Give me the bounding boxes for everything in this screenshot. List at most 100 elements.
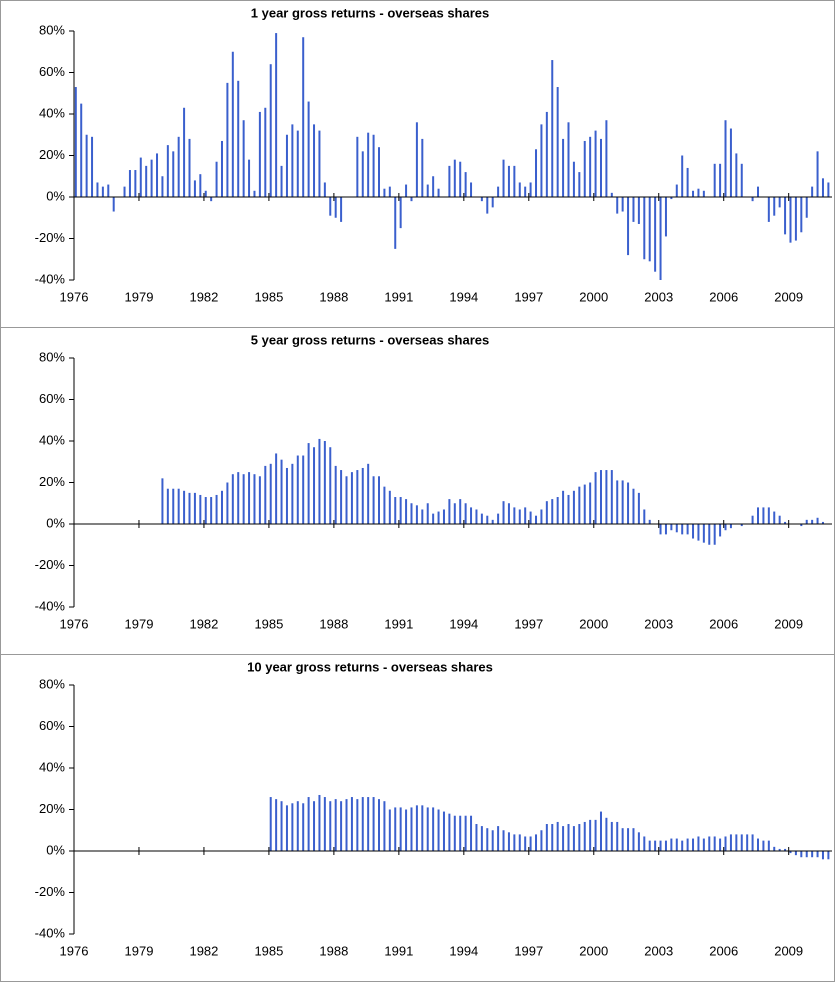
bar <box>264 466 266 524</box>
bar <box>140 158 142 197</box>
bar <box>508 832 510 851</box>
x-tick-label: 2000 <box>579 289 608 304</box>
bar <box>124 187 126 197</box>
bar <box>194 180 196 197</box>
bar <box>649 197 651 261</box>
bar <box>210 197 212 201</box>
bar <box>183 108 185 197</box>
bar <box>665 197 667 236</box>
bar <box>448 166 450 197</box>
bar <box>318 439 320 524</box>
bar <box>335 466 337 524</box>
bar <box>416 505 418 524</box>
bar <box>248 472 250 524</box>
bar <box>237 81 239 197</box>
bar <box>513 507 515 524</box>
bar <box>373 135 375 197</box>
bar <box>530 182 532 197</box>
bar <box>259 112 261 197</box>
bar <box>649 841 651 851</box>
bar <box>627 197 629 255</box>
bar <box>708 524 710 545</box>
bar <box>178 489 180 524</box>
bar <box>595 472 597 524</box>
bar <box>167 489 169 524</box>
y-tick-label: 80% <box>39 676 65 691</box>
bar <box>151 160 153 197</box>
x-tick-label: 1988 <box>319 289 348 304</box>
bar <box>383 189 385 197</box>
bar <box>605 120 607 197</box>
bar <box>178 137 180 197</box>
bar <box>643 836 645 851</box>
bar <box>562 491 564 524</box>
bar <box>75 87 77 197</box>
x-tick-label: 1991 <box>384 616 413 631</box>
bar <box>817 518 819 524</box>
bar <box>275 799 277 851</box>
x-tick-label: 1979 <box>125 616 154 631</box>
bar <box>524 507 526 524</box>
bar <box>681 524 683 534</box>
y-tick-label: 0% <box>46 842 65 857</box>
bar <box>210 497 212 524</box>
x-tick-label: 1976 <box>60 616 89 631</box>
bar <box>243 474 245 524</box>
x-tick-label: 2000 <box>579 943 608 958</box>
bar <box>822 851 824 859</box>
bar <box>189 139 191 197</box>
x-tick-label: 1982 <box>189 616 218 631</box>
bar <box>448 814 450 851</box>
bar <box>394 497 396 524</box>
bar <box>551 60 553 197</box>
bar <box>221 141 223 197</box>
bar <box>362 468 364 524</box>
x-tick-label: 1988 <box>319 943 348 958</box>
bar <box>107 185 109 197</box>
bar <box>670 524 672 530</box>
bar <box>492 197 494 207</box>
bar <box>622 480 624 524</box>
bar <box>827 851 829 859</box>
bar <box>584 485 586 524</box>
bar <box>535 516 537 524</box>
bar <box>789 197 791 243</box>
bar <box>96 182 98 197</box>
bar <box>643 197 645 259</box>
x-tick-label: 2006 <box>709 616 738 631</box>
y-tick-label: 40% <box>39 432 65 447</box>
bar <box>475 509 477 524</box>
bar <box>367 797 369 851</box>
bar <box>302 803 304 851</box>
bar <box>427 503 429 524</box>
y-tick-label: 0% <box>46 188 65 203</box>
bar <box>232 474 234 524</box>
bar <box>714 524 716 545</box>
bar <box>362 797 364 851</box>
bar <box>638 493 640 524</box>
bar <box>632 489 634 524</box>
bar <box>156 153 158 197</box>
bar <box>113 197 115 212</box>
bar <box>410 807 412 851</box>
y-tick-label: 60% <box>39 64 65 79</box>
y-tick-label: -40% <box>35 925 66 940</box>
y-tick-label: -20% <box>35 230 66 245</box>
bar <box>503 160 505 197</box>
bar <box>318 131 320 197</box>
bar <box>389 187 391 197</box>
bar <box>351 797 353 851</box>
bar <box>275 453 277 524</box>
bar <box>681 841 683 851</box>
bar <box>676 839 678 851</box>
bar <box>427 807 429 851</box>
bar <box>329 197 331 216</box>
bar <box>400 807 402 851</box>
bar <box>530 836 532 851</box>
bar <box>308 102 310 197</box>
x-tick-label: 1994 <box>449 943 478 958</box>
bar <box>627 483 629 525</box>
bar <box>508 503 510 524</box>
bar <box>378 147 380 197</box>
x-tick-label: 2003 <box>644 943 673 958</box>
